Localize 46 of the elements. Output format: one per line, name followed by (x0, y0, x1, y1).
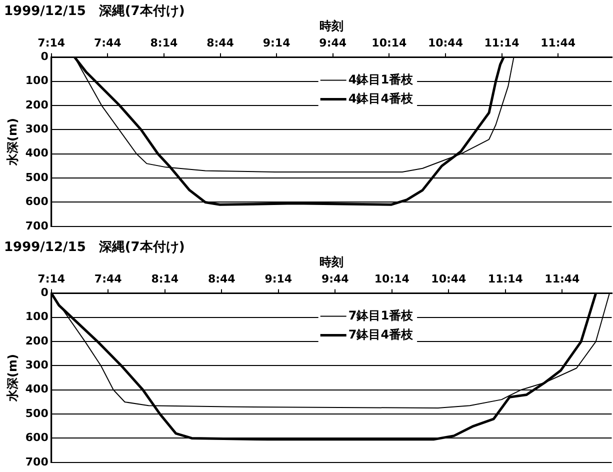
legend-label: 4鉢目4番枝 (348, 91, 414, 106)
y-tick-label: 400 (25, 146, 49, 160)
x-tick-label: 10:14 (372, 36, 408, 50)
x-tick-label: 7:14 (38, 36, 66, 50)
x-tick-label: 9:44 (321, 272, 350, 286)
x-tick-label: 9:14 (262, 36, 291, 50)
y-tick-label: 600 (25, 431, 49, 444)
legend-label: 4鉢目1番枝 (348, 72, 414, 86)
x-tick-label: 11:44 (544, 272, 580, 286)
y-tick-label: 0 (40, 50, 49, 64)
x-tick-label: 11:44 (540, 36, 576, 50)
y-tick-label: 100 (25, 74, 49, 88)
y-tick-label: 200 (25, 98, 49, 112)
x-tick-label: 8:14 (151, 272, 179, 286)
y-tick-label: 100 (25, 310, 49, 324)
x-tick-label: 10:14 (374, 272, 410, 286)
x-tick-label: 8:44 (206, 36, 234, 50)
y-axis-title: 水深(m) (5, 118, 20, 167)
y-tick-label: 0 (40, 286, 49, 300)
y-tick-label: 500 (25, 406, 49, 420)
x-tick-label: 8:14 (150, 36, 178, 50)
y-tick-label: 600 (25, 195, 49, 208)
chart-title: 1999/12/15 深縄(7本付け) (4, 4, 185, 20)
x-tick-label: 10:44 (431, 272, 467, 286)
x-tick-label: 11:14 (484, 36, 520, 50)
y-tick-label: 400 (25, 382, 49, 396)
y-tick-label: 500 (25, 170, 49, 184)
legend-label: 7鉢目4番枝 (348, 327, 414, 342)
x-axis-title: 時刻 (320, 18, 344, 33)
x-tick-label: 9:44 (319, 36, 347, 50)
y-tick-label: 300 (25, 358, 49, 372)
legend-label: 7鉢目1番枝 (348, 308, 414, 322)
x-axis-title: 時刻 (320, 254, 344, 269)
x-tick-label: 7:44 (94, 272, 122, 286)
y-tick-label: 200 (25, 334, 49, 348)
chart-title: 1999/12/15 深縄(7本付け) (4, 240, 185, 256)
x-tick-label: 9:14 (264, 272, 292, 286)
y-tick-label: 700 (25, 219, 49, 232)
x-tick-label: 8:44 (208, 272, 236, 286)
x-tick-label: 7:14 (38, 272, 66, 286)
x-tick-label: 7:44 (94, 36, 122, 50)
y-tick-label: 700 (25, 455, 49, 468)
x-tick-label: 10:44 (428, 36, 464, 50)
y-tick-label: 300 (25, 122, 49, 136)
y-axis-title: 水深(m) (5, 354, 20, 403)
x-tick-label: 11:14 (488, 272, 524, 286)
